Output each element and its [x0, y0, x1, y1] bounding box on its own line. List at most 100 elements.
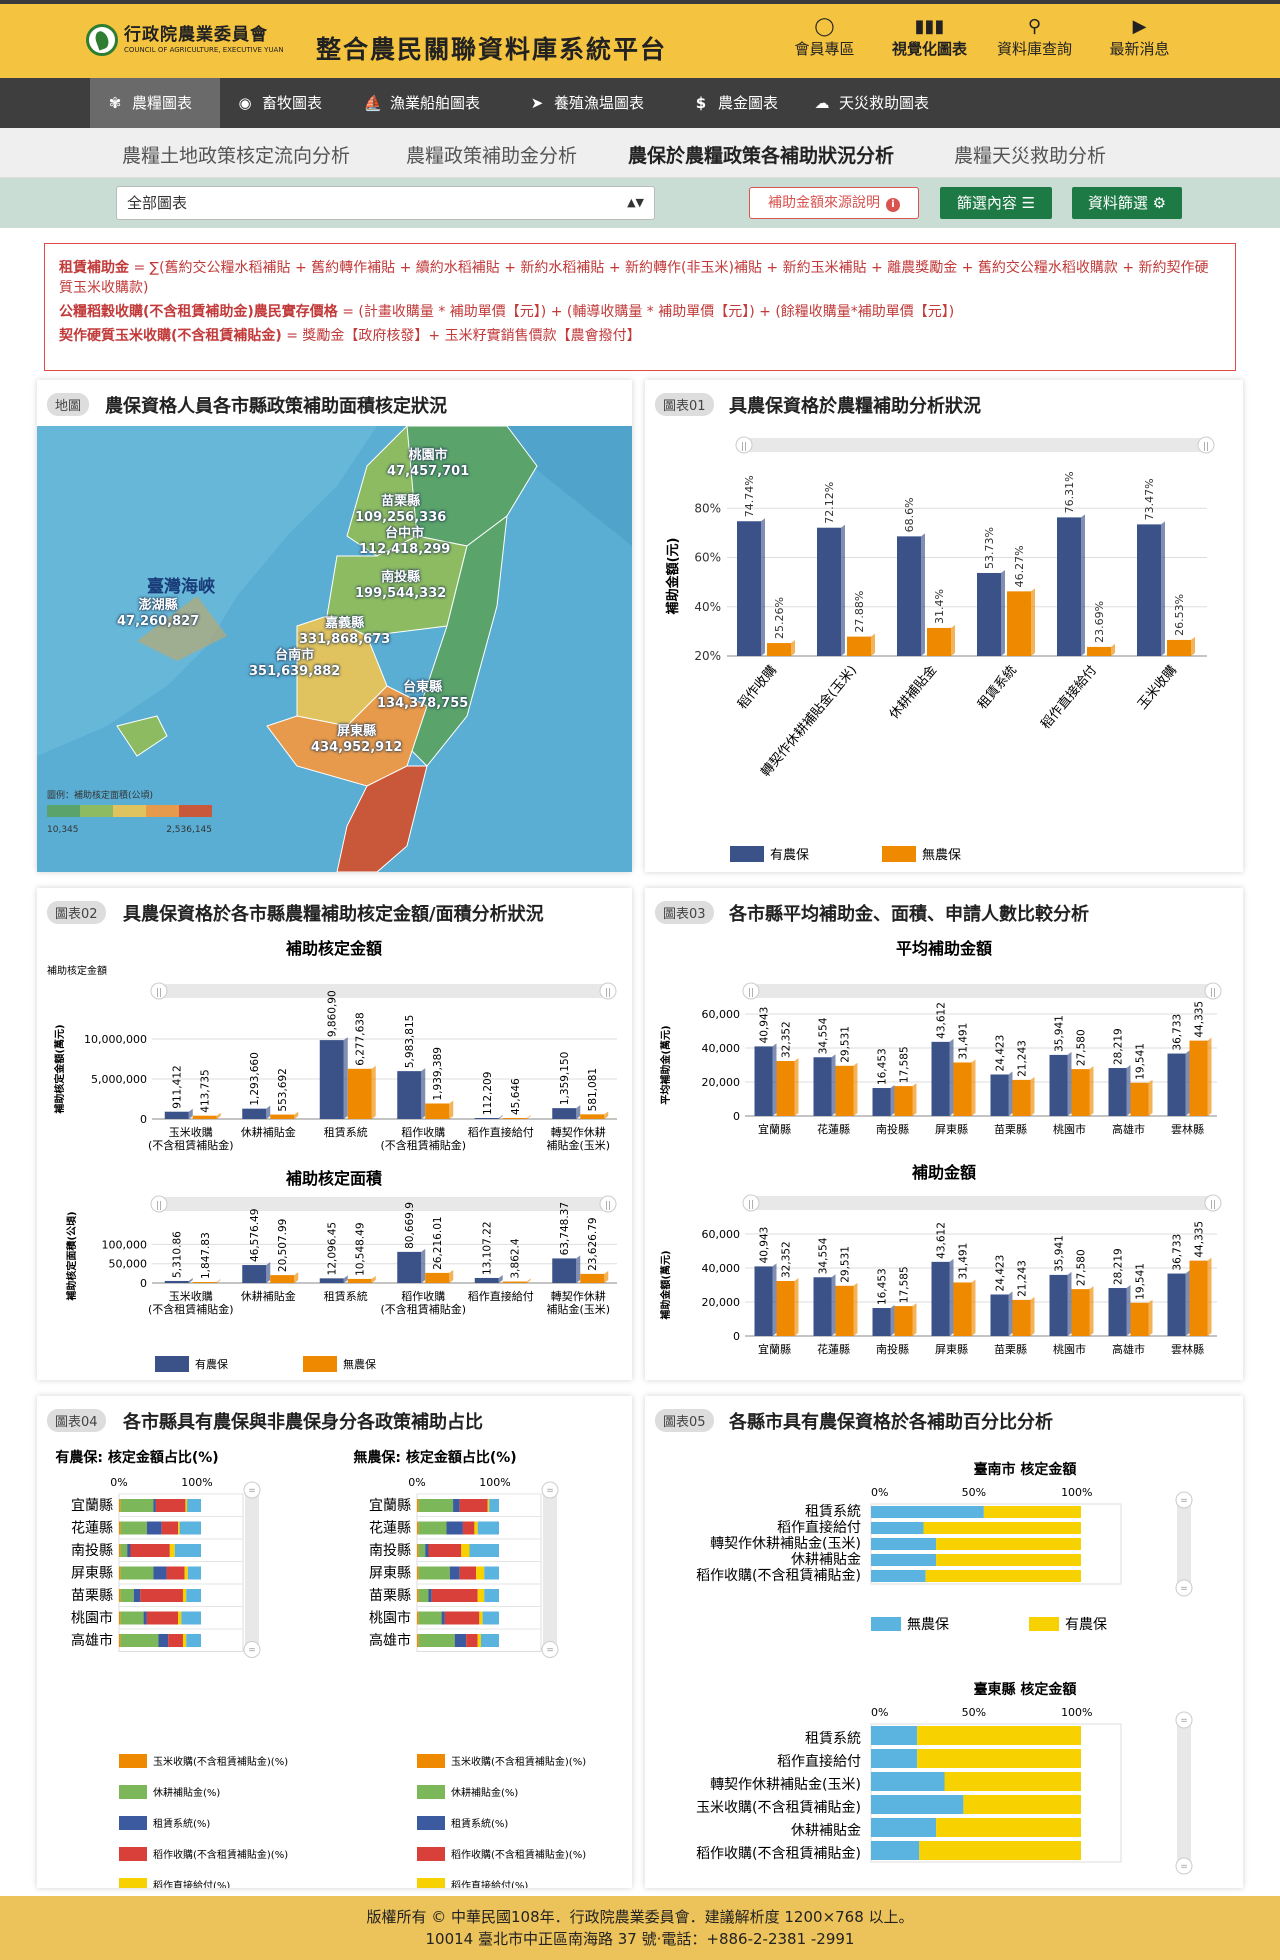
cat-disaster[interactable]: ☁ 天災救助圖表	[797, 78, 943, 128]
data-label: 35,941	[1054, 1015, 1066, 1052]
stacked-bar-segment	[944, 1772, 1081, 1791]
y-tick-label: 宜蘭縣	[71, 1498, 113, 1514]
stacked-bar-segment	[417, 1566, 419, 1580]
bar	[270, 1114, 295, 1119]
x-tick-label: 0%	[110, 1476, 127, 1489]
x-tick-label: 高雄市	[1112, 1342, 1145, 1356]
filter-content-button[interactable]: 篩選內容 ☰	[940, 187, 1052, 219]
bar-side	[266, 1105, 271, 1119]
data-label: 40,943	[759, 1007, 771, 1044]
data-label: 26.53%	[1173, 594, 1186, 636]
stacked-bar-segment	[130, 1544, 170, 1557]
panel-title: 各市縣具有農保與非農保身分各政策補助占比	[123, 1412, 483, 1433]
scrollbar-handle-right	[1197, 436, 1215, 454]
legend-swatch	[80, 805, 113, 817]
chart-scrollbar	[155, 1197, 612, 1211]
stacked-bar-segment	[120, 1566, 154, 1580]
subsidy-source-button[interactable]: 補助金額來源說明 i	[749, 187, 919, 219]
bar-side	[343, 1275, 348, 1283]
cat-fishing-vessels[interactable]: ⛵ 漁業船舶圖表	[348, 78, 494, 128]
coa-logo[interactable]: 行政院農業委員會 COUNCIL OF AGRICULTURE, EXECUTI…	[86, 24, 284, 56]
x-tick-label: 稻作直接給付	[468, 1289, 534, 1303]
org-name: 行政院農業委員會	[124, 24, 268, 45]
data-filter-button[interactable]: 資料篩選 ⚙	[1072, 187, 1182, 219]
y-tick-label: 50,000	[109, 1258, 148, 1271]
bar	[1130, 1082, 1149, 1116]
map-city-value: 47,260,827	[117, 614, 200, 629]
legend-label: 有農保	[770, 848, 809, 863]
bar-side	[831, 1054, 836, 1116]
data-label: 80,669.9	[404, 1202, 416, 1249]
bar	[776, 1281, 795, 1336]
stacked-bar-segment	[461, 1544, 470, 1557]
data-label: 31,491	[958, 1023, 970, 1060]
stacked-bar-segment	[476, 1566, 485, 1580]
stacked-bar-segment	[119, 1521, 121, 1535]
chart-title: 無農保: 核定金額占比(%)	[353, 1449, 516, 1466]
y-tick-label: 宜蘭縣	[369, 1498, 411, 1514]
legend-label: 休耕補貼金(%)	[451, 1786, 518, 1799]
bar-side	[188, 1108, 193, 1119]
bar	[835, 1285, 854, 1336]
stacked-bar-segment	[983, 1506, 1081, 1518]
tab-insurance-subsidy[interactable]: 農保於農糧政策各補助狀況分析	[628, 145, 895, 167]
cat-finance[interactable]: $ 農金圖表	[676, 78, 792, 128]
stacked-bar-segment	[489, 1499, 499, 1512]
scrollbar-handle-right	[599, 982, 617, 1000]
scrollbar-grip-icon: =	[1180, 1496, 1188, 1506]
data-label: 20,507.99	[277, 1219, 289, 1272]
y-tick-label: 20%	[694, 649, 721, 663]
panel-title: 具農保資格於各市縣農糧補助核定金額/面積分析狀況	[123, 904, 544, 925]
bar	[953, 1282, 972, 1336]
legend-swatch	[303, 1356, 337, 1372]
plot-frame	[870, 1723, 1122, 1863]
chart-select[interactable]: 全部圖表 ▲▼	[116, 186, 655, 220]
legend-label: 稻作收購(不含租賃補貼金)(%)	[153, 1848, 288, 1861]
bar-side	[949, 1258, 954, 1336]
legend-label: 有農保	[1065, 1617, 1107, 1633]
nav-member[interactable]: ◯ 會員專區	[772, 16, 877, 59]
taiwan-map[interactable]: 臺灣海峽 桃園市 47,457,701 苗栗縣 109,256,336 台中市 112,4…	[37, 426, 632, 872]
bar	[164, 1280, 189, 1283]
bar-side	[912, 1083, 917, 1116]
tab-policy-subsidy[interactable]: 農糧政策補助金分析	[406, 145, 578, 167]
tab-land-policy[interactable]: 農糧土地政策核定流向分析	[122, 145, 351, 167]
map-panel: 地圖 農保資格人員各市縣政策補助面積核定狀況 臺灣海峽 桃園市 47,457,701…	[37, 380, 632, 872]
stacked-bar-segment	[153, 1566, 167, 1580]
chart-vscrollbar	[1177, 1716, 1191, 1870]
bar	[872, 1088, 891, 1116]
map-legend-bar	[47, 805, 212, 817]
nav-news[interactable]: ▶ 最新消息	[1087, 16, 1192, 59]
map-city-label: 台中市 112,418,299	[359, 526, 450, 558]
x-tick-label: 補貼金(玉米)	[546, 1302, 610, 1316]
tab-disaster-relief[interactable]: 農糧天災救助分析	[954, 145, 1107, 167]
panel-title: 具農保資格於農糧補助分析狀況	[729, 396, 981, 417]
stacked-bar-segment	[179, 1521, 201, 1535]
cat-aquaculture[interactable]: ➤ 養殖漁塭圖表	[512, 78, 658, 128]
data-label: 36,733	[1172, 1014, 1184, 1051]
stacked-bar-segment	[418, 1499, 454, 1512]
nav-visual-charts[interactable]: ▮▮▮ 視覺化圖表	[877, 16, 982, 59]
map-city-name: 南投縣	[381, 570, 421, 585]
bar	[1012, 1079, 1031, 1116]
stacked-bar-segment	[153, 1499, 156, 1512]
stacked-bar-segment	[919, 1841, 1081, 1860]
stacked-bar-segment	[166, 1566, 185, 1580]
x-tick-label: 玉米收購	[169, 1289, 213, 1303]
scrollbar-grip-icon: =	[1180, 1584, 1188, 1594]
bar	[1167, 1053, 1186, 1116]
cow-icon: ◉	[238, 94, 252, 112]
bar-side	[1185, 1050, 1190, 1116]
cat-livestock[interactable]: ◉ 畜牧圖表	[220, 78, 336, 128]
nav-database-query[interactable]: ⚲ 資料庫查詢	[982, 16, 1087, 59]
vscroll-handle-bottom	[541, 1641, 559, 1658]
y-tick-label: 苗栗縣	[369, 1588, 411, 1604]
bar-side	[1067, 1051, 1072, 1116]
stacked-bar-segment	[917, 1749, 1081, 1768]
stacked-bar-segment	[871, 1522, 924, 1534]
x-tick-label: 屏東縣	[935, 1123, 968, 1136]
panel-05: 圖表05 各縣市具有農保資格於各補助百分比分析 臺南市 核定金額 0% 50% 100%…	[645, 1396, 1243, 1888]
formula-note: 租賃補助金 = ∑(舊約交公糧水稻補貼 + 舊約轉作補貼 + 續約水稻補貼 + …	[44, 243, 1236, 371]
cat-crops[interactable]: ✾ 農糧圖表	[90, 78, 220, 128]
x-tick-label: 宜蘭縣	[758, 1122, 791, 1136]
